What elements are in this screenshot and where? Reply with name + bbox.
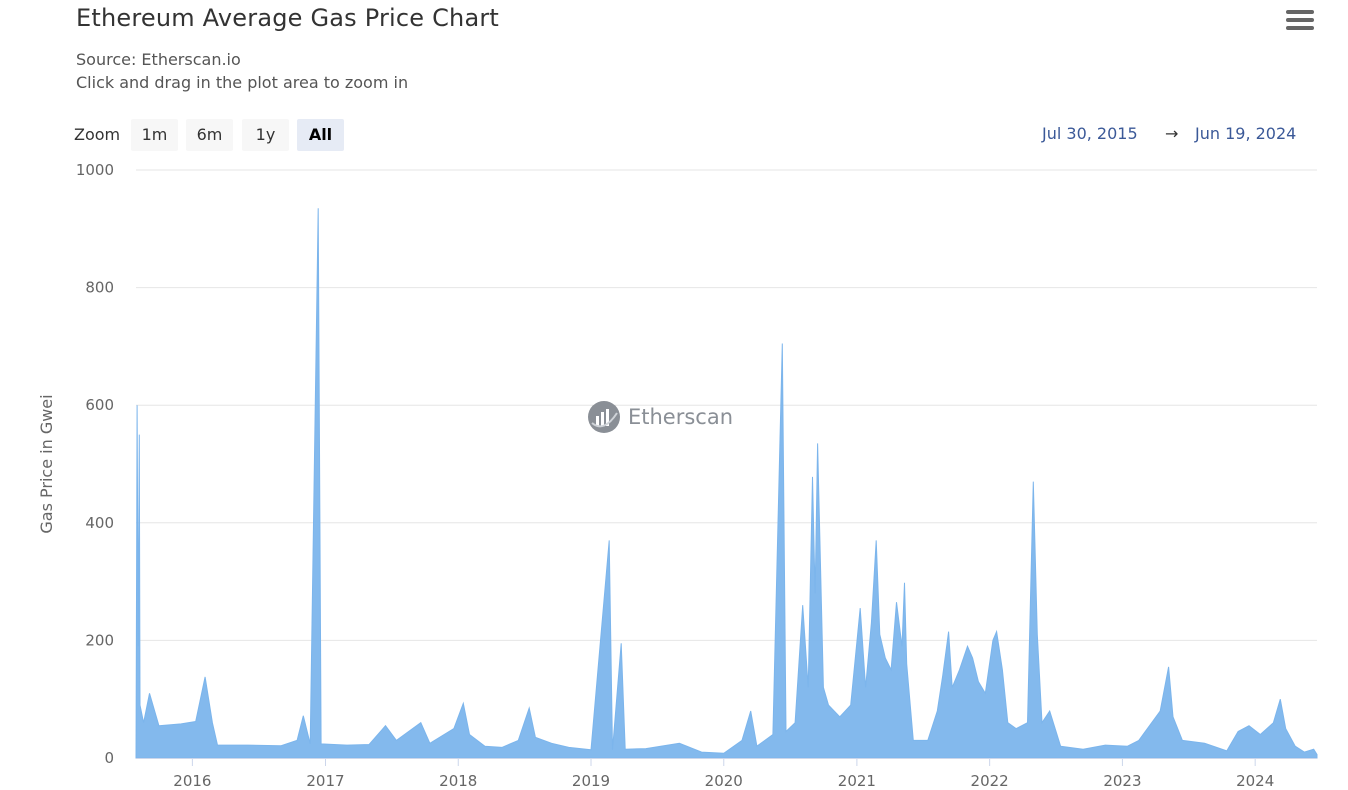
zoom-all-button[interactable]: All	[297, 119, 344, 151]
zoom-6m-button[interactable]: 6m	[186, 119, 233, 151]
y-tick-label: 800	[85, 279, 114, 297]
x-tick-label: 2018	[439, 772, 477, 790]
etherscan-logo-icon	[588, 401, 620, 433]
x-tick-label: 2016	[173, 772, 211, 790]
x-tick-label: 2017	[306, 772, 344, 790]
zoom-1y-button[interactable]: 1y	[242, 119, 289, 151]
x-tick-label: 2024	[1236, 772, 1274, 790]
range-from-input[interactable]: Jul 30, 2015	[1042, 124, 1138, 143]
range-to-input[interactable]: Jun 19, 2024	[1195, 124, 1297, 143]
x-tick-label: 2023	[1103, 772, 1141, 790]
y-tick-label: 1000	[76, 161, 114, 179]
y-tick-label: 200	[85, 631, 114, 649]
chart-hint: Click and drag in the plot area to zoom …	[76, 73, 409, 92]
zoom-label: Zoom	[74, 125, 121, 144]
chart-source: Source: Etherscan.io	[76, 50, 241, 69]
hamburger-menu-icon[interactable]	[1286, 10, 1314, 32]
y-tick-label: 0	[104, 749, 114, 767]
x-tick-label: 2019	[572, 772, 610, 790]
y-tick-label: 400	[85, 514, 114, 532]
x-tick-label: 2022	[971, 772, 1009, 790]
y-axis-title: Gas Price in Gwei	[37, 394, 56, 533]
etherscan-watermark: Etherscan	[586, 399, 733, 435]
x-tick-label: 2020	[705, 772, 743, 790]
x-tick-label: 2021	[838, 772, 876, 790]
y-tick-label: 600	[85, 396, 114, 414]
page-title: Ethereum Average Gas Price Chart	[76, 4, 500, 32]
range-arrow: →	[1165, 124, 1179, 143]
series-area	[135, 208, 1318, 759]
zoom-1m-button[interactable]: 1m	[131, 119, 178, 151]
watermark-text: Etherscan	[628, 405, 734, 429]
